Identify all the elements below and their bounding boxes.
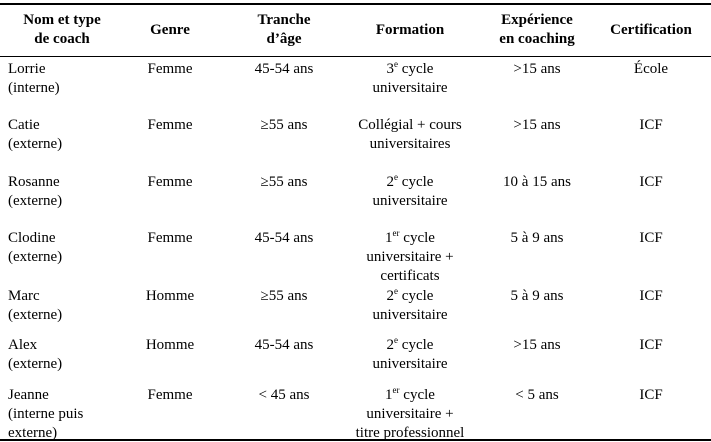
ordinal-suffix: er [392, 384, 400, 395]
header-cell: d’âge [266, 30, 302, 47]
cell-line: ICF [639, 287, 663, 304]
cell-line: Clodine [8, 229, 56, 246]
cell-line: ≥55 ans [260, 287, 308, 304]
cell-line: 45-54 ans [254, 229, 314, 246]
cell-line: (externe) [8, 248, 63, 265]
ordinal-suffix: e [394, 58, 399, 69]
cell-line: (externe) [8, 306, 63, 323]
header-cell: Genre [150, 21, 190, 38]
cell-line: (externe) [8, 135, 63, 152]
cell-line: universitaire [372, 355, 448, 372]
cell-line: < 45 ans [258, 386, 310, 403]
cell-line: (interne puis [8, 405, 84, 422]
ordinal: 3 [386, 60, 395, 77]
cell-line: ≥55 ans [260, 173, 308, 190]
cell-line: 5 à 9 ans [510, 229, 564, 246]
header-cell: de coach [34, 30, 90, 47]
cell-line: Femme [147, 229, 193, 246]
top-rule [0, 3, 711, 5]
cell-line: 2e cycle [386, 334, 434, 355]
cell-line: universitaire [372, 192, 448, 209]
cell-line: 10 à 15 ans [503, 173, 571, 190]
cell-line: < 5 ans [515, 386, 559, 403]
ordinal-suffix: e [394, 171, 399, 182]
cell-line: (interne) [8, 79, 60, 96]
cell-line: 3e cycle [386, 58, 434, 79]
cell-line: Marc [8, 287, 40, 304]
cell-line: 2e cycle [386, 171, 434, 192]
ordinal: 2 [386, 336, 395, 353]
cell-line: >15 ans [513, 116, 561, 133]
cell-line: 1er cycle [385, 384, 435, 405]
cell-line: titre professionnel [355, 424, 465, 441]
cell-line: ICF [639, 229, 663, 246]
cell-line: universitaire [372, 79, 448, 96]
cell-line: externe) [8, 424, 58, 441]
cell-line: Femme [147, 173, 193, 190]
cell-line: Jeanne [8, 386, 49, 403]
cell-text: cycle [403, 229, 435, 246]
cell-line: ICF [639, 336, 663, 353]
ordinal-suffix: er [392, 227, 400, 238]
header-cell: Nom et type [23, 11, 101, 28]
cell-line: ≥55 ans [260, 116, 308, 133]
cell-text: cycle [401, 60, 434, 77]
cell-line: 1er cycle [385, 227, 435, 248]
cell-line: Femme [147, 60, 193, 77]
cell-line: 45-54 ans [254, 336, 314, 353]
cell-line: Femme [147, 386, 193, 403]
header-cell: Formation [375, 21, 445, 38]
cell-text: cycle [401, 336, 434, 353]
cell-line: >15 ans [513, 336, 561, 353]
cell-line: (externe) [8, 192, 63, 209]
cell-line: (externe) [8, 355, 63, 372]
ordinal: 1 [385, 386, 393, 403]
cell-line: ICF [639, 116, 663, 133]
cell-line: Lorrie [8, 60, 46, 77]
ordinal-suffix: e [394, 285, 399, 296]
header-rule [0, 56, 711, 57]
ordinal: 1 [385, 229, 393, 246]
ordinal: 2 [386, 287, 395, 304]
bottom-rule [0, 439, 711, 441]
cell-line: Femme [147, 116, 193, 133]
header-cell: Certification [610, 21, 692, 38]
cell-line: ICF [639, 173, 663, 190]
cell-line: 2e cycle [386, 285, 434, 306]
ordinal-suffix: e [394, 334, 399, 345]
cell-line: universitaires [369, 135, 451, 152]
cell-line: 5 à 9 ans [510, 287, 564, 304]
cell-line: universitaire + [366, 248, 454, 265]
cell-line: Homme [145, 336, 195, 353]
cell-line: 45-54 ans [254, 60, 314, 77]
ordinal: 2 [386, 173, 395, 190]
cell-line: École [633, 60, 669, 77]
cell-text: cycle [401, 287, 434, 304]
cell-line: Homme [145, 287, 195, 304]
cell-line: Catie [8, 116, 40, 133]
cell-line: universitaire [372, 306, 448, 323]
cell-line: Collégial + cours [358, 116, 462, 133]
cell-line: certificats [380, 267, 440, 284]
cell-line: >15 ans [513, 60, 561, 77]
cell-line: ICF [639, 386, 663, 403]
header-cell: Tranche [257, 11, 311, 28]
cell-line: Alex [8, 336, 38, 353]
cell-line: Rosanne [8, 173, 60, 190]
cell-text: cycle [401, 173, 434, 190]
header-cell: Expérience [501, 11, 573, 28]
cell-text: cycle [403, 386, 435, 403]
header-cell: en coaching [499, 30, 575, 47]
cell-line: universitaire + [366, 405, 454, 422]
